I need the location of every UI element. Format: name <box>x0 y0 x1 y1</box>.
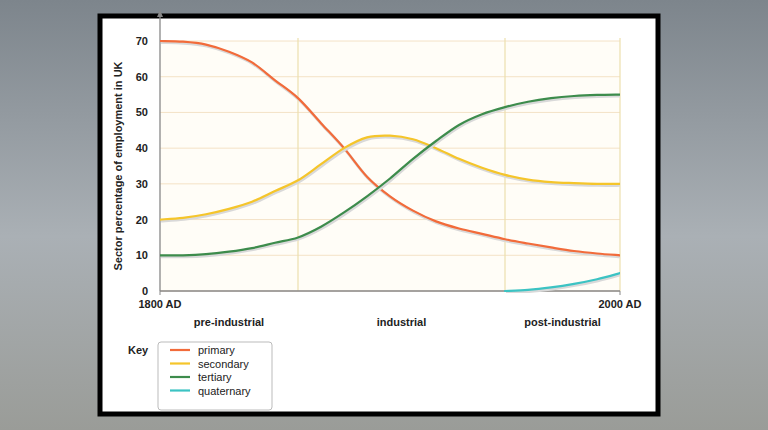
y-axis-arrow <box>157 10 163 17</box>
y-tick-label: 60 <box>136 71 148 83</box>
legend-label: primary <box>198 344 235 356</box>
legend-label: secondary <box>198 358 249 370</box>
series-line <box>505 273 620 291</box>
grid-line <box>160 76 620 77</box>
grid-line <box>160 255 620 256</box>
series-line <box>160 41 620 255</box>
legend-label: quaternary <box>198 385 251 397</box>
zone-label: post-industrial <box>524 316 600 328</box>
zone-label: industrial <box>377 316 427 328</box>
x-tick <box>620 291 621 295</box>
grid-line <box>160 41 620 42</box>
panel <box>100 16 658 414</box>
legend-swatch <box>170 349 190 351</box>
series-shadow <box>161 96 620 257</box>
zone-label: pre-industrial <box>194 316 264 328</box>
y-tick-label: 50 <box>136 106 148 118</box>
grid-line <box>160 219 620 220</box>
series-line <box>160 95 620 256</box>
y-tick-label: 20 <box>136 214 148 226</box>
legend-swatch <box>170 362 190 364</box>
y-tick-label: 0 <box>142 285 148 297</box>
series-shadow <box>161 43 620 257</box>
plot-area <box>160 41 620 291</box>
y-tick-label: 30 <box>136 178 148 190</box>
background <box>0 0 768 430</box>
grid-line <box>160 112 620 113</box>
page: 0 10 20 30 40 50 60 70 pre-industrial industrial p… <box>0 0 768 430</box>
zone-line <box>504 38 505 291</box>
y-axis-title: Sector percentage of employment in UK <box>112 61 124 270</box>
zone-line <box>297 38 298 291</box>
y-tick-label: 70 <box>136 35 148 47</box>
zone-line <box>619 38 620 291</box>
legend-swatch <box>170 376 190 378</box>
y-tick-label: 40 <box>136 142 148 154</box>
x-tick-label: 2000 AD <box>598 298 641 310</box>
grid-line <box>160 148 620 149</box>
legend-label: tertiary <box>198 371 232 383</box>
legend-box <box>158 342 272 410</box>
x-tick-label: 1800 AD <box>138 298 181 310</box>
y-axis <box>159 12 160 291</box>
y-tick-label: 10 <box>136 249 148 261</box>
legend-title: Key <box>128 344 149 356</box>
grid-line <box>160 291 620 292</box>
series-group <box>160 41 620 293</box>
legend-swatch <box>170 389 190 391</box>
x-tick <box>160 291 161 295</box>
